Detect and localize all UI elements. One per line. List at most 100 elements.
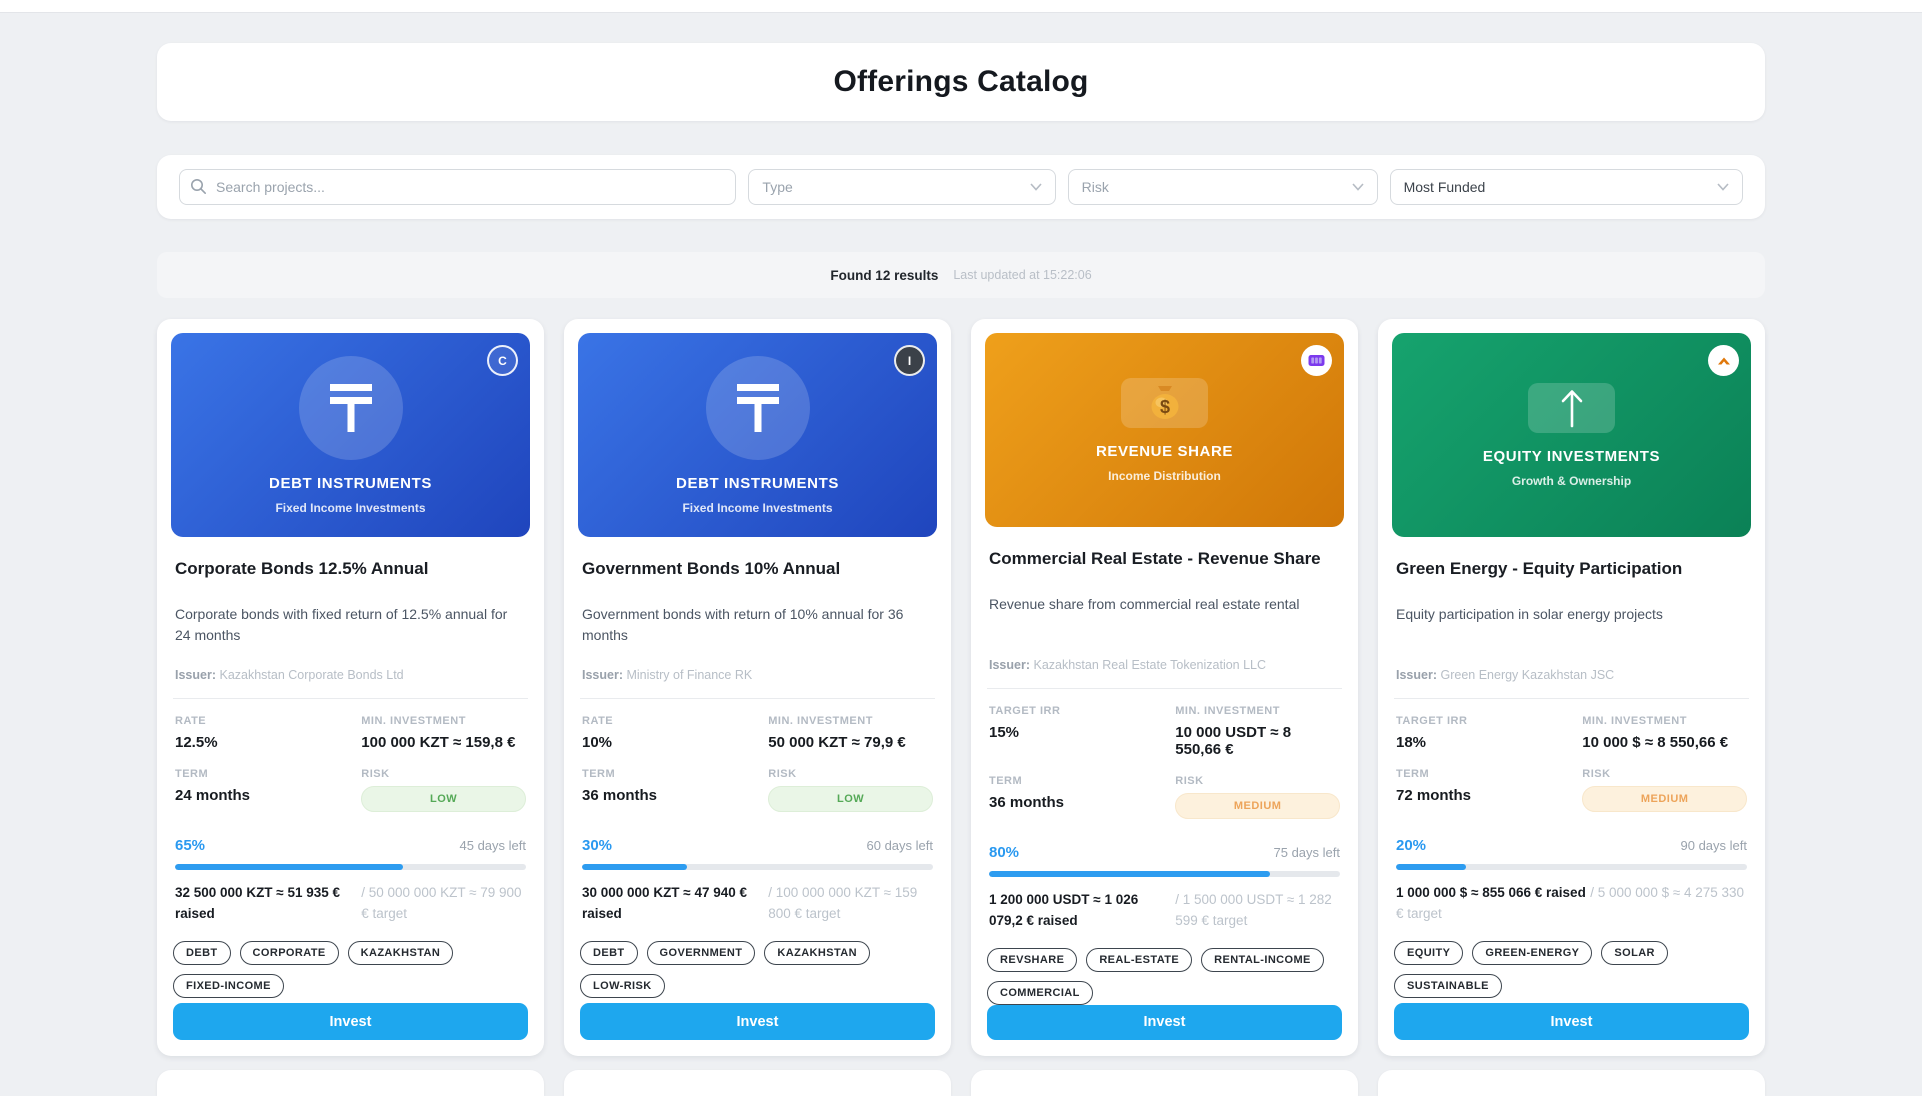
progress-bar bbox=[989, 871, 1340, 877]
stat-risk: RISK MEDIUM bbox=[1582, 768, 1747, 812]
stat-value: 15% bbox=[989, 724, 1020, 742]
chevron-up-icon bbox=[1717, 357, 1730, 364]
stat-value: 10 000 USDT ≈ 8 550,66 € bbox=[1175, 724, 1292, 759]
risk-badge: LOW bbox=[361, 786, 526, 812]
issuer-letter-badge: C bbox=[498, 353, 507, 368]
type-select[interactable]: Type bbox=[748, 169, 1056, 205]
card-type-label: DEBT INSTRUMENTS bbox=[676, 474, 839, 492]
stat-min-investment: MIN. INVESTMENT 10 000 $ ≈ 8 550,66 € bbox=[1582, 715, 1747, 751]
issuer-label: Issuer: bbox=[582, 668, 623, 682]
invest-button[interactable]: Invest bbox=[580, 1003, 935, 1040]
issuer-label: Issuer: bbox=[175, 668, 216, 682]
divider bbox=[1394, 698, 1749, 699]
chevron-down-icon bbox=[1352, 183, 1364, 191]
invest-button[interactable]: Invest bbox=[173, 1003, 528, 1040]
stat-label: MIN. INVESTMENT bbox=[1582, 715, 1687, 727]
stat-label: RISK bbox=[1175, 775, 1204, 788]
stat-label: TERM bbox=[1396, 768, 1430, 780]
offerings-grid: C bbox=[157, 319, 1765, 1056]
offering-card-partial bbox=[157, 1070, 544, 1096]
card-issuer: Issuer: Ministry of Finance RK bbox=[582, 668, 933, 682]
stat-label: MIN. INVESTMENT bbox=[361, 715, 466, 727]
issuer-badge: C bbox=[487, 345, 518, 376]
stat-min-investment: MIN. INVESTMENT 100 000 KZT ≈ 159,8 € bbox=[361, 715, 526, 751]
issuer-badge bbox=[1301, 345, 1332, 376]
stat-risk: RISK LOW bbox=[361, 768, 526, 812]
stat-min-investment: MIN. INVESTMENT 50 000 KZT ≈ 79,9 € bbox=[768, 715, 933, 751]
card-title: Corporate Bonds 12.5% Annual bbox=[175, 559, 429, 578]
progress-header: 20% 90 days left bbox=[1396, 837, 1747, 854]
card-type-label: DEBT INSTRUMENTS bbox=[269, 474, 432, 492]
offering-card: I bbox=[564, 319, 951, 1056]
tag: EQUITY bbox=[1394, 940, 1464, 965]
stat-value: 18% bbox=[1396, 734, 1427, 751]
progress-bar-fill bbox=[175, 864, 404, 870]
target-amount: / 100 000 000 KZT ≈ 159 800 € target bbox=[768, 885, 918, 921]
card-issuer: Issuer: Kazakhstan Corporate Bonds Ltd bbox=[175, 668, 526, 682]
stats-grid: RATE 10% MIN. INVESTMENT 50 000 KZT ≈ 79… bbox=[582, 715, 933, 812]
risk-badge: LOW bbox=[768, 786, 933, 812]
raised-amount: 1 200 000 USDT ≈ 1 026 079,2 € raised bbox=[989, 891, 1139, 928]
chevron-down-icon bbox=[1717, 183, 1729, 191]
raised-amount: 30 000 000 KZT ≈ 47 940 € raised bbox=[582, 885, 748, 921]
issuer-name: Kazakhstan Real Estate Tokenization LLC bbox=[1033, 658, 1267, 673]
funding-row: 1 000 000 $ ≈ 855 066 € raised / 5 000 0… bbox=[1396, 883, 1747, 925]
risk-badge: MEDIUM bbox=[1582, 786, 1747, 812]
card-description: Government bonds with return of 10% annu… bbox=[582, 606, 904, 643]
tag: DEBT bbox=[173, 940, 231, 965]
issuer-name: Green Energy Kazakhstan JSC bbox=[1440, 668, 1615, 682]
risk-select[interactable]: Risk bbox=[1067, 169, 1378, 205]
card-title: Commercial Real Estate - Revenue Share bbox=[989, 549, 1321, 569]
card-type-label: REVENUE SHARE bbox=[1096, 442, 1233, 460]
progress-bar bbox=[582, 864, 933, 870]
progress-percent: 80% bbox=[989, 844, 1020, 862]
card-issuer: Issuer: Green Energy Kazakhstan JSC bbox=[1396, 668, 1747, 682]
tag: GOVERNMENT bbox=[646, 940, 756, 965]
invest-button[interactable]: Invest bbox=[1394, 1003, 1749, 1040]
stat-term: TERM 36 months bbox=[582, 768, 758, 812]
tag-list: DEBT CORPORATE KAZAKHSTAN FIXED-INCOME bbox=[173, 940, 528, 998]
progress-percent: 30% bbox=[582, 837, 613, 854]
stat-value: 50 000 KZT ≈ 79,9 € bbox=[768, 734, 906, 751]
search-input[interactable] bbox=[179, 169, 737, 205]
type-select-value: Type bbox=[762, 179, 793, 195]
sort-select[interactable]: Most Funded bbox=[1389, 169, 1743, 205]
stat-label: RATE bbox=[582, 715, 614, 727]
target-amount: / 1 500 000 USDT ≈ 1 282 599 € target bbox=[1175, 891, 1332, 928]
results-bar: Found 12 results Last updated at 15:22:0… bbox=[157, 252, 1765, 298]
page-container: Offerings Catalog Type Risk Most Funded bbox=[157, 43, 1765, 1096]
stats-grid: TARGET IRR 18% MIN. INVESTMENT 10 000 $ … bbox=[1396, 715, 1747, 812]
money-bag-icon: $ bbox=[1121, 377, 1208, 428]
invest-button[interactable]: Invest bbox=[987, 1004, 1342, 1040]
building-bars-icon bbox=[1308, 355, 1325, 366]
offering-card: $ EQUITY INVESTMENTS Growth & Ownership … bbox=[1378, 319, 1765, 1056]
tag: RENTAL-INCOME bbox=[1201, 947, 1324, 972]
stat-label: RISK bbox=[1582, 768, 1611, 780]
card-type-subtitle: Fixed Income Investments bbox=[682, 500, 833, 515]
stat-label: MIN. INVESTMENT bbox=[1175, 705, 1280, 718]
stat-value: 10% bbox=[582, 734, 613, 751]
raised-amount: 1 000 000 $ ≈ 855 066 € raised bbox=[1396, 885, 1586, 900]
funding-row: 1 200 000 USDT ≈ 1 026 079,2 € raised / … bbox=[989, 890, 1340, 932]
stat-label: RATE bbox=[175, 715, 207, 727]
stat-term: TERM 24 months bbox=[175, 768, 351, 812]
tag: SOLAR bbox=[1601, 940, 1668, 965]
results-updated: Last updated at 15:22:06 bbox=[953, 268, 1092, 282]
card-banner: $ REVENUE SHARE Income Distribution bbox=[985, 333, 1344, 528]
page-title: Offerings Catalog bbox=[833, 65, 1089, 98]
card-type-label: EQUITY INVESTMENTS bbox=[1482, 447, 1661, 465]
tag: REVSHARE bbox=[987, 947, 1078, 972]
offering-card: C bbox=[157, 319, 544, 1056]
progress-header: 65% 45 days left bbox=[175, 837, 526, 854]
stat-term: TERM 72 months bbox=[1396, 768, 1572, 812]
results-count: Found 12 results bbox=[830, 267, 939, 283]
tenge-icon bbox=[298, 355, 403, 460]
funding-row: 30 000 000 KZT ≈ 47 940 € raised / 100 0… bbox=[582, 883, 933, 925]
stat-label: TARGET IRR bbox=[989, 705, 1061, 718]
tag: REAL-ESTATE bbox=[1086, 947, 1193, 972]
issuer-letter-badge: I bbox=[907, 353, 912, 368]
next-row-partial bbox=[157, 1070, 1765, 1096]
tag: SUSTAINABLE bbox=[1394, 973, 1502, 998]
days-left: 45 days left bbox=[459, 838, 527, 853]
svg-text:$: $ bbox=[1159, 397, 1169, 417]
